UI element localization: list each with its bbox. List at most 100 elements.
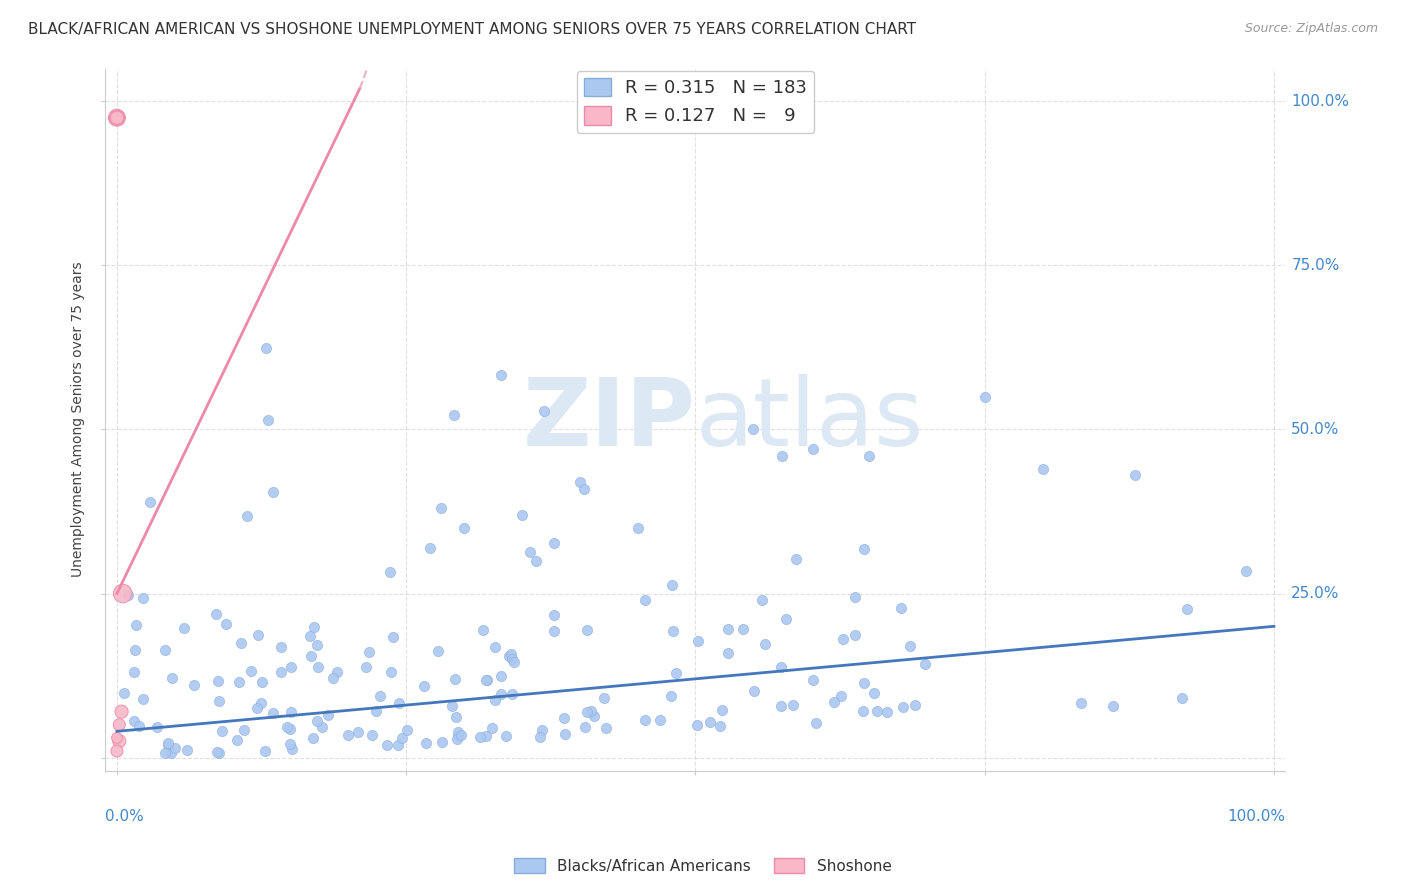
Point — [742, 684, 765, 698]
Point — [472, 624, 495, 638]
Point — [634, 592, 657, 607]
Point — [396, 723, 419, 738]
Point — [801, 442, 824, 457]
Point — [769, 699, 792, 714]
Point — [316, 708, 339, 723]
Point — [1234, 565, 1257, 579]
Point — [302, 620, 325, 634]
Text: Source: ZipAtlas.com: Source: ZipAtlas.com — [1244, 22, 1378, 36]
Point — [412, 679, 434, 693]
Point — [280, 659, 302, 673]
Point — [717, 646, 740, 660]
Point — [543, 607, 565, 622]
Point — [804, 716, 827, 731]
Point — [250, 674, 273, 689]
Point — [554, 726, 576, 740]
Point — [208, 746, 231, 760]
Point — [112, 685, 135, 699]
Point — [823, 695, 845, 709]
Point — [498, 648, 520, 663]
Point — [447, 729, 470, 743]
Point — [450, 728, 472, 742]
Point — [419, 541, 441, 555]
Point — [110, 705, 132, 719]
Point — [262, 706, 284, 721]
Point — [891, 700, 914, 714]
Point — [898, 639, 921, 653]
Point — [105, 731, 128, 745]
Point — [775, 612, 797, 626]
Point — [322, 672, 344, 686]
Point — [844, 627, 866, 641]
Point — [446, 710, 468, 724]
Point — [146, 720, 169, 734]
Point — [444, 672, 467, 686]
Point — [568, 475, 591, 489]
Point — [510, 508, 533, 522]
Point — [298, 629, 321, 643]
Point — [366, 704, 388, 718]
Point — [215, 617, 238, 632]
Point — [211, 724, 233, 739]
Point — [278, 722, 301, 736]
Point — [257, 413, 280, 427]
Point — [246, 701, 269, 715]
Point — [447, 724, 470, 739]
Point — [661, 577, 683, 591]
Point — [659, 689, 682, 703]
Point — [205, 746, 228, 760]
Point — [125, 617, 148, 632]
Point — [474, 673, 496, 688]
Point — [122, 665, 145, 679]
Point — [105, 111, 128, 125]
Point — [574, 482, 596, 496]
Point — [484, 640, 506, 655]
Point — [232, 723, 254, 737]
Point — [105, 111, 128, 125]
Point — [731, 623, 754, 637]
Point — [553, 711, 575, 725]
Point — [387, 738, 409, 752]
Point — [844, 590, 866, 604]
Point — [665, 665, 688, 680]
Point — [772, 450, 794, 464]
Point — [543, 624, 565, 638]
Point — [529, 730, 551, 744]
Point — [832, 632, 855, 646]
Point — [105, 111, 128, 125]
Point — [866, 704, 889, 718]
Point — [208, 694, 231, 708]
Point — [858, 449, 880, 463]
Point — [1175, 601, 1198, 615]
Point — [876, 706, 898, 720]
Point — [491, 368, 513, 382]
Point — [489, 669, 512, 683]
Point — [236, 508, 259, 523]
Point — [280, 706, 302, 720]
Point — [183, 678, 205, 692]
Point — [124, 643, 146, 657]
Point — [205, 607, 228, 621]
Point — [484, 693, 506, 707]
Point — [801, 673, 824, 687]
Point — [280, 741, 302, 756]
Point — [307, 659, 329, 673]
Point — [751, 593, 773, 607]
Point — [770, 659, 793, 673]
Point — [699, 715, 721, 730]
Point — [489, 686, 512, 700]
Point — [228, 675, 250, 690]
Point — [132, 591, 155, 606]
Point — [661, 624, 683, 638]
Point — [576, 623, 599, 637]
Point — [904, 698, 927, 713]
Point — [519, 545, 541, 559]
Point — [111, 586, 134, 600]
Point — [239, 665, 262, 679]
Point — [579, 704, 602, 718]
Point — [336, 728, 359, 742]
Point — [443, 408, 465, 422]
Point — [307, 714, 329, 729]
Point — [477, 673, 499, 687]
Point — [153, 643, 176, 657]
